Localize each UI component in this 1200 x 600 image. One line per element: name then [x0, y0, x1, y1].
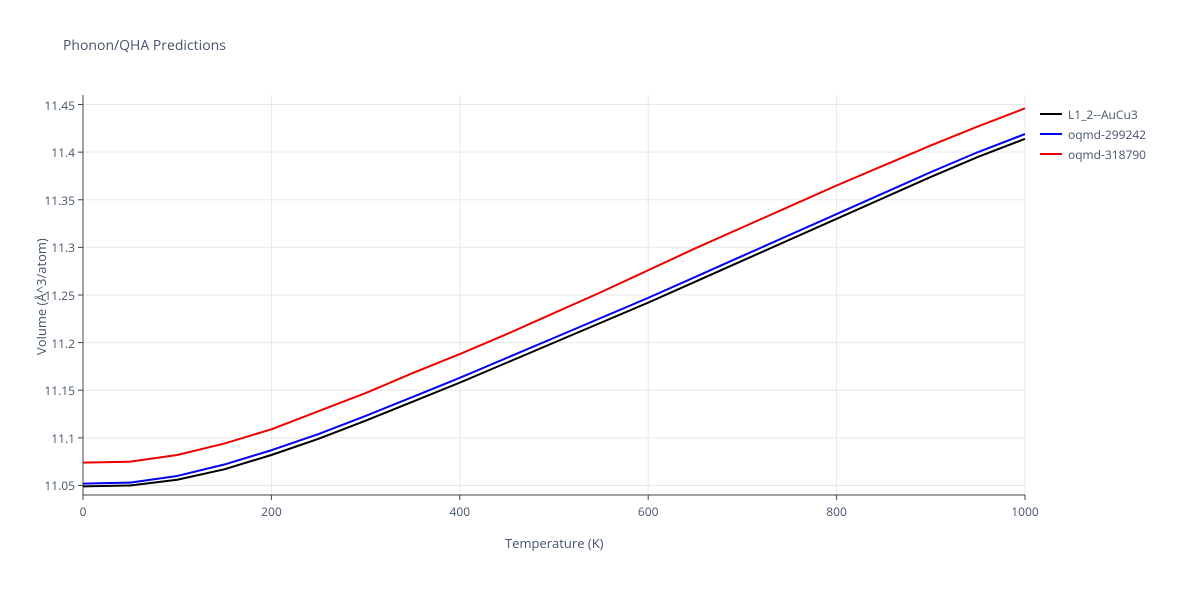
legend-item[interactable]: oqmd-318790 [1040, 146, 1146, 162]
legend-label: oqmd-299242 [1068, 126, 1146, 143]
x-tick-label: 600 [638, 503, 659, 520]
legend-item[interactable]: L1_2--AuCu3 [1040, 106, 1146, 122]
y-tick-label: 11.4 [51, 144, 75, 161]
legend-swatch [1040, 133, 1062, 135]
legend-label: oqmd-318790 [1068, 146, 1146, 163]
y-tick-label: 11.05 [44, 477, 75, 494]
legend-item[interactable]: oqmd-299242 [1040, 126, 1146, 142]
x-tick-label: 1000 [1011, 503, 1038, 520]
chart-container: Phonon/QHA Predictions Volume (Å^3/atom)… [0, 0, 1200, 600]
y-tick-label: 11.3 [51, 239, 75, 256]
legend-swatch [1040, 153, 1062, 155]
legend: L1_2--AuCu3 oqmd-299242 oqmd-318790 [1040, 106, 1146, 166]
y-tick-label: 11.2 [51, 335, 75, 352]
y-tick-label: 11.25 [44, 287, 75, 304]
x-tick-label: 200 [261, 503, 282, 520]
x-tick-label: 800 [826, 503, 847, 520]
y-tick-label: 11.35 [44, 192, 75, 209]
y-tick-label: 11.1 [51, 430, 75, 447]
legend-swatch [1040, 113, 1062, 115]
x-tick-label: 0 [80, 503, 87, 520]
legend-label: L1_2--AuCu3 [1068, 106, 1138, 123]
y-tick-label: 11.45 [44, 97, 75, 114]
x-tick-label: 400 [450, 503, 471, 520]
y-tick-label: 11.15 [44, 382, 75, 399]
